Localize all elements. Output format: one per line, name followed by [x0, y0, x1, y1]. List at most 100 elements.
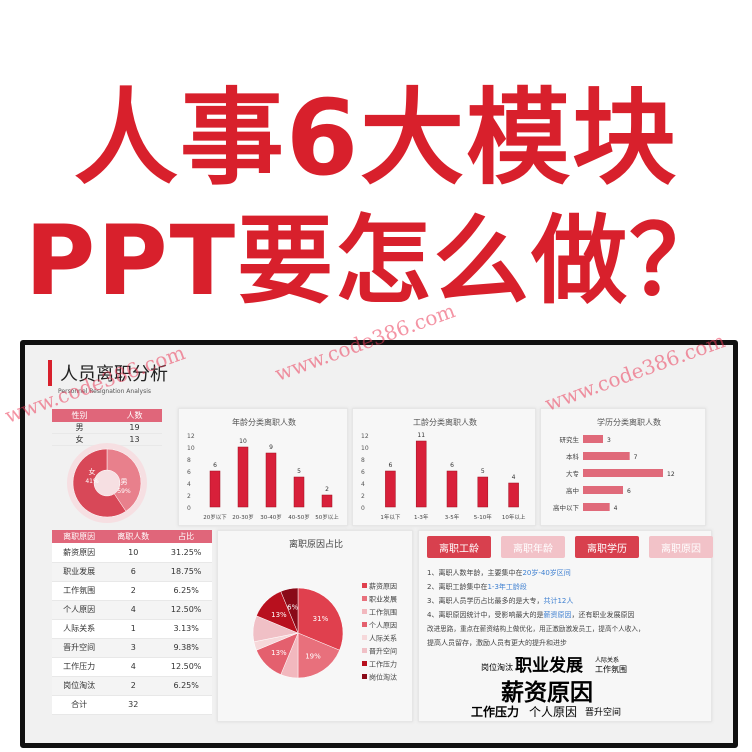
- bar: [209, 470, 221, 508]
- y-tick-label: 6: [361, 469, 365, 476]
- y-tick-label: 0: [361, 505, 365, 512]
- note-3: 3、离职人员学历占比最多的是大专，共计12人: [427, 594, 712, 608]
- bar: [583, 435, 603, 443]
- tab-button[interactable]: 离职原因: [649, 536, 713, 558]
- summary-panel: 离职工龄 离职年龄 离职学历 离职原因 1、离职人数年龄，主要集中在20岁-40岁区间…: [418, 530, 713, 722]
- table-row: 晋升空间 3 9.38%: [52, 638, 212, 658]
- word: 薪资原因: [501, 680, 593, 706]
- bar: [583, 469, 663, 477]
- th: 人数: [107, 409, 162, 422]
- donut-pct: 41%: [85, 478, 99, 485]
- legend-swatch: [362, 609, 367, 614]
- reason-pie-label: 19%: [305, 652, 321, 660]
- cell: 薪资原因: [52, 543, 107, 563]
- tab-button[interactable]: 离职年龄: [501, 536, 565, 558]
- dashboard-title: 人员离职分析: [60, 364, 168, 385]
- y-tick-label: 大专: [566, 469, 580, 478]
- reason-pie-label: 6%: [287, 604, 298, 612]
- table-row: 工作氛围 2 6.25%: [52, 581, 212, 601]
- cell: 女: [52, 433, 107, 446]
- cell: 13: [107, 433, 162, 446]
- y-tick-label: 研究生: [560, 435, 580, 444]
- tab-buttons: 离职工龄 离职年龄 离职学历 离职原因: [427, 536, 713, 558]
- donut-label: 男: [121, 478, 128, 486]
- cell: 工作氛围: [52, 581, 107, 601]
- legend-label: 人际关系: [369, 634, 397, 643]
- cell: 1: [106, 619, 161, 639]
- age-bar-chart: 年龄分类离职人数 0 2 4 6 8 10 12 6 20岁以下 10 20-30岁 9 30-40岁 5 4…: [187, 417, 339, 521]
- table-row: 岗位淘汰 2 6.25%: [52, 676, 212, 696]
- tenure-bar-chart: 工龄分类离职人数 0 2 4 6 8 10 12 6 1年以下 11 1-3年 6 3-5年 5 5-10年 4…: [361, 417, 526, 521]
- word: 人际关系: [595, 657, 620, 664]
- cell: 2: [106, 581, 161, 601]
- highlight: 共计12人: [543, 597, 574, 605]
- legend-label: 工作氛围: [369, 608, 397, 617]
- note-2: 2、离职工龄集中在1-3年工龄段: [427, 580, 712, 594]
- data-label: 7: [634, 454, 638, 461]
- legend-swatch: [362, 622, 367, 627]
- cell: 31.25%: [160, 543, 212, 563]
- word: 职业发展: [515, 656, 583, 676]
- x-tick-label: 20-30岁: [232, 513, 253, 521]
- x-tick-label: 50岁以上: [315, 513, 339, 521]
- legend-label: 岗位淘汰: [369, 673, 397, 682]
- legend-swatch: [362, 648, 367, 653]
- th: 离职人数: [106, 530, 161, 543]
- cell: 12.50%: [160, 600, 212, 620]
- donut-slice: [72, 448, 127, 518]
- data-label: 6: [627, 488, 631, 495]
- reason-pie-label: 31%: [313, 615, 329, 623]
- word: 工作氛围: [595, 665, 627, 674]
- data-label: 12: [667, 471, 675, 478]
- tenure-chart-panel: 工龄分类离职人数 0 2 4 6 8 10 12 6 1年以下 11 1-3年 6 3-5年 5 5-10年 4…: [352, 408, 536, 526]
- headline-line1: 人事6大模块: [73, 77, 679, 199]
- y-tick-label: 4: [361, 481, 365, 488]
- note-5: 改进思路，重点在薪资结构上做优化，用正激励激发员工，提高个人收入，: [427, 625, 645, 633]
- data-label: 5: [481, 468, 485, 475]
- x-tick-label: 40-50岁: [288, 513, 309, 521]
- table-row: 工作压力 4 12.50%: [52, 657, 212, 677]
- word: 岗位淘汰: [481, 663, 513, 672]
- y-tick-label: 12: [361, 433, 369, 440]
- cell: 晋升空间: [52, 638, 107, 658]
- reason-pie-chart: 离职原因占比31%19%13%13%6%薪资原因职业发展工作氛围个人原因人际关系…: [252, 538, 397, 682]
- bar: [415, 440, 427, 508]
- legend-label: 薪资原因: [369, 582, 397, 591]
- x-tick-label: 10年以上: [502, 513, 526, 521]
- y-tick-label: 2: [361, 493, 365, 500]
- chart-title: 学历分类离职人数: [597, 417, 661, 427]
- word: 工作压力: [471, 705, 520, 719]
- table-row: 合计 32: [52, 695, 212, 715]
- data-label: 6: [213, 462, 217, 469]
- bar: [265, 452, 277, 508]
- data-label: 6: [450, 462, 454, 469]
- bar: [583, 452, 630, 460]
- y-tick-label: 10: [187, 445, 195, 452]
- tab-button[interactable]: 离职工龄: [427, 536, 491, 558]
- chart-title: 离职原因占比: [289, 538, 343, 550]
- cell: 32: [106, 695, 161, 715]
- chart-title: 年龄分类离职人数: [232, 417, 296, 427]
- note-1: 1、离职人数年龄，主要集中在20岁-40岁区间: [427, 566, 712, 580]
- legend-label: 工作压力: [369, 660, 397, 669]
- bar: [477, 476, 489, 508]
- th: 离职原因: [52, 530, 107, 543]
- data-label: 5: [297, 468, 301, 475]
- reason-pie-slice: [297, 587, 344, 651]
- highlight: 20岁-40岁区间: [522, 569, 571, 577]
- table-row: 薪资原因 10 31.25%: [52, 543, 212, 563]
- text: 4、离职原因统计中，受影响最大的是: [427, 611, 544, 619]
- x-tick-label: 1-3年: [414, 513, 429, 521]
- text: ，还有职业发展原因: [571, 611, 635, 619]
- word: 晋升空间: [585, 708, 622, 718]
- headline-line2: PPT要怎么做？: [24, 205, 728, 317]
- data-label: 4: [614, 505, 618, 512]
- legend-swatch: [362, 583, 367, 588]
- cell: 男: [52, 422, 107, 434]
- y-tick-label: 2: [187, 493, 191, 500]
- data-label: 2: [325, 486, 329, 493]
- legend-label: 职业发展: [369, 595, 397, 604]
- tab-button[interactable]: 离职学历: [575, 536, 639, 558]
- cell: 职业发展: [52, 562, 107, 582]
